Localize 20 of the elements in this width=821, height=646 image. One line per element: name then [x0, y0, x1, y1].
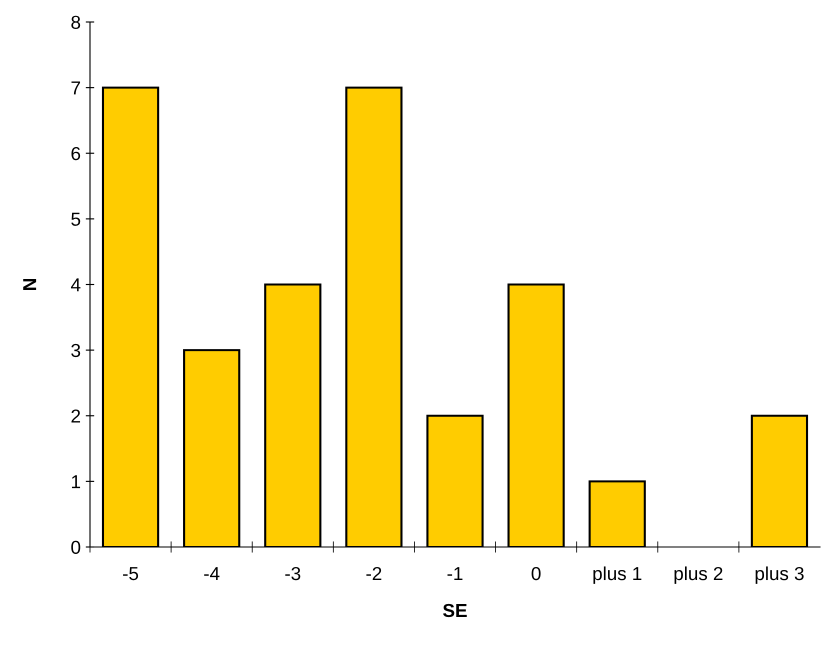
y-tick-label: 6 [72, 146, 80, 160]
y-tick-label: 1 [72, 475, 80, 488]
x-tick-label: -4 [204, 567, 220, 580]
x-tick-label: plus 2 [674, 566, 722, 584]
x-tick-label: -2 [366, 566, 382, 580]
x-tick-label: plus 3 [756, 566, 804, 584]
y-tick-label: 0 [71, 540, 80, 554]
x-axis-title: SE [443, 604, 467, 618]
y-axis-title: N [23, 278, 36, 290]
x-tick-label: -1 [447, 567, 462, 580]
y-tick-label: 8 [71, 16, 80, 29]
y-tick-label: 3 [71, 344, 80, 358]
y-tick-label: 5 [71, 212, 80, 226]
y-tick-label: 7 [72, 82, 80, 94]
y-tick-label: 2 [71, 409, 80, 423]
y-tick-label: 4 [70, 278, 80, 292]
x-tick-label: plus 1 [593, 566, 642, 584]
x-tick-label: -3 [285, 566, 300, 580]
x-tick-label: 0 [532, 566, 541, 580]
x-tick-label: -5 [123, 567, 138, 580]
